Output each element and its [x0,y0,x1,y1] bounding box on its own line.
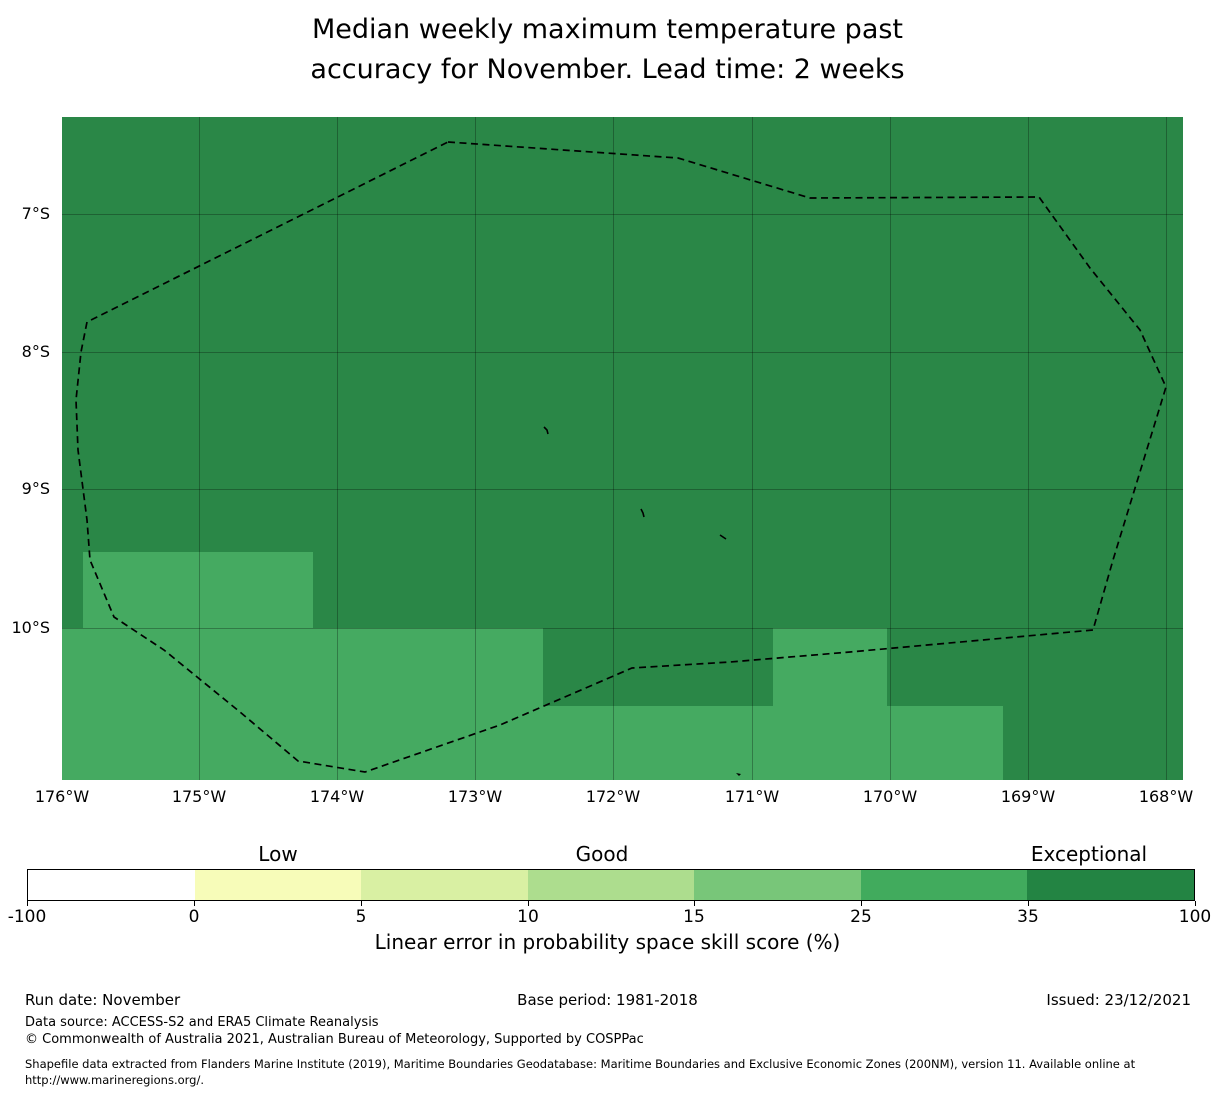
skill-cell [773,628,887,780]
x-tick-label: 174°W [309,787,365,806]
y-tick-label: 7°S [21,204,50,223]
x-tick-label: 175°W [171,787,227,806]
skill-cell [887,706,1003,780]
x-tick-label: 173°W [447,787,503,806]
map-plot [62,117,1183,780]
colorbar-tick [1028,901,1029,906]
colorbar-segment [860,870,1028,900]
colorbar-tick-label: 0 [188,907,200,927]
y-tick-label: 9°S [21,479,50,498]
colorbar-zone-label: Low [258,842,298,866]
colorbar-segment [361,870,528,900]
colorbar-tick-label: 35 [1017,907,1039,927]
figure-title: Median weekly maximum temperature past a… [310,14,905,85]
footer-base-period: Base period: 1981-2018 [517,991,698,1009]
island-marker [543,426,549,435]
latitude-gridline [62,352,1183,353]
colorbar-axis-label: Linear error in probability space skill … [374,930,841,954]
skill-cell [83,552,313,629]
longitude-gridline [475,117,476,780]
longitude-gridline [613,117,614,780]
colorbar-tick [361,901,362,906]
colorbar-zone-label: Good [575,842,629,866]
footer-issued: Issued: 23/12/2021 [1046,991,1191,1009]
skill-cell [543,706,773,780]
colorbar-segment [28,870,195,900]
longitude-gridline [1028,117,1029,780]
colorbar-tick [694,901,695,906]
footer-data-source: Data source: ACCESS-S2 and ERA5 Climate … [25,1015,379,1030]
footer-run-date: Run date: November [25,991,181,1009]
island-marker [640,508,645,518]
x-tick-label: 172°W [585,787,641,806]
longitude-gridline [1166,117,1167,780]
x-tick-label: 171°W [724,787,780,806]
x-tick-label: 168°W [1138,787,1194,806]
colorbar-tick-label: 100 [1178,907,1212,927]
latitude-gridline [62,489,1183,490]
colorbar-tick [27,901,28,906]
longitude-gridline [752,117,753,780]
colorbar-tick [1195,901,1196,906]
island-marker [719,534,727,540]
colorbar-tick-label: 25 [850,907,872,927]
x-tick-label: 169°W [1000,787,1056,806]
colorbar [27,869,1195,901]
footer-shapefile-note: Shapefile data extracted from Flanders M… [25,1057,1136,1087]
colorbar-tick-label: 5 [355,907,367,927]
colorbar-tick-label: 15 [683,907,705,927]
colorbar-segment [527,870,695,900]
longitude-gridline [199,117,200,780]
latitude-gridline [62,214,1183,215]
longitude-gridline [337,117,338,780]
colorbar-tick [861,901,862,906]
island-marker [736,773,741,776]
x-tick-label: 176°W [34,787,90,806]
longitude-gridline [890,117,891,780]
colorbar-tick [194,901,195,906]
colorbar-tick-label: 10 [517,907,539,927]
colorbar-segment [1027,870,1194,900]
skill-cell [62,628,543,780]
eez-boundary-line [75,141,1167,773]
latitude-gridline [62,628,1183,629]
colorbar-zone-label: Exceptional [1030,842,1148,866]
colorbar-tick-label: -100 [7,907,47,927]
y-tick-label: 8°S [21,342,50,361]
footer-copyright: © Commonwealth of Australia 2021, Austra… [25,1032,644,1047]
colorbar-tick [528,901,529,906]
map-overlay [75,141,1167,776]
x-tick-label: 170°W [862,787,918,806]
colorbar-segment [194,870,362,900]
colorbar-segment [694,870,861,900]
y-tick-label: 10°S [11,618,50,637]
